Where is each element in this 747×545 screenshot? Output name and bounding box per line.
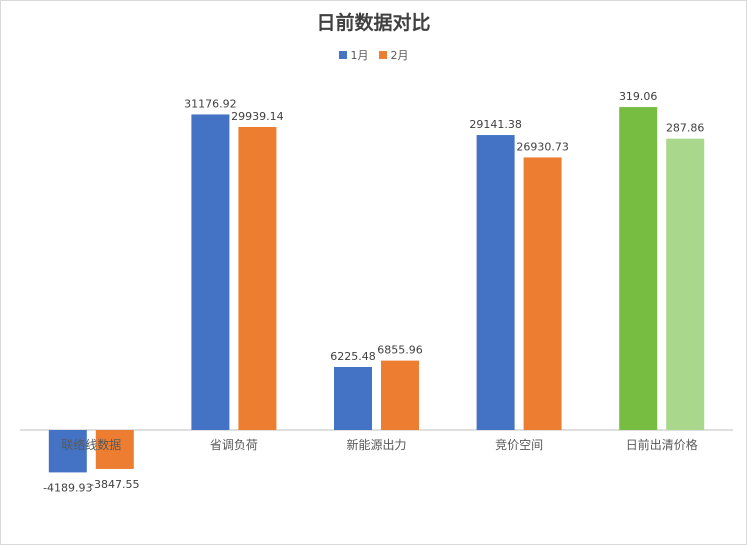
- legend-label-series-2: 2月: [390, 49, 409, 62]
- value-label-2-cat-1: -3847.55: [90, 478, 139, 491]
- category-label-5: 日前出清价格: [626, 437, 698, 452]
- value-label-2-cat-5: 287.86: [666, 122, 705, 135]
- legend-swatch-series-2: [378, 51, 387, 59]
- bar-1-cat-2: [191, 114, 230, 430]
- bar-2-cat-4: [523, 157, 562, 430]
- bar-1-cat-5: [619, 107, 658, 431]
- value-label-2-cat-3: 6855.96: [377, 344, 423, 357]
- legend-item-series-1: 1月: [338, 47, 369, 63]
- value-label-2-cat-4: 26930.73: [516, 140, 569, 153]
- bar-2-cat-1: [95, 430, 134, 469]
- chart-title: 日前数据对比: [316, 12, 431, 34]
- legend: 1月 2月: [0, 47, 747, 63]
- bar-2-cat-3: [381, 360, 419, 430]
- value-label-1-cat-5: 319.06: [619, 90, 658, 103]
- value-label-2-cat-2: 29939.14: [231, 110, 284, 123]
- bar-1-cat-1: [48, 430, 87, 473]
- bar-2-cat-2: [238, 126, 277, 430]
- category-label-1: 联络线数据: [61, 437, 121, 452]
- category-label-3: 新能源出力: [346, 437, 406, 452]
- bar-1-cat-4: [476, 135, 515, 431]
- legend-swatch-series-1: [338, 51, 347, 59]
- value-label-1-cat-3: 6225.48: [330, 350, 376, 363]
- value-label-1-cat-1: -4189.93: [43, 481, 92, 494]
- bar-2-cat-5: [666, 138, 705, 430]
- legend-label-series-1: 1月: [350, 49, 369, 62]
- value-label-1-cat-4: 29141.38: [469, 118, 522, 131]
- category-label-4: 竞价空间: [495, 438, 543, 452]
- legend-item-series-2: 2月: [378, 47, 409, 63]
- category-label-2: 省调负荷: [210, 438, 258, 452]
- value-label-1-cat-2: 31176.92: [184, 97, 237, 110]
- bar-1-cat-3: [334, 366, 372, 430]
